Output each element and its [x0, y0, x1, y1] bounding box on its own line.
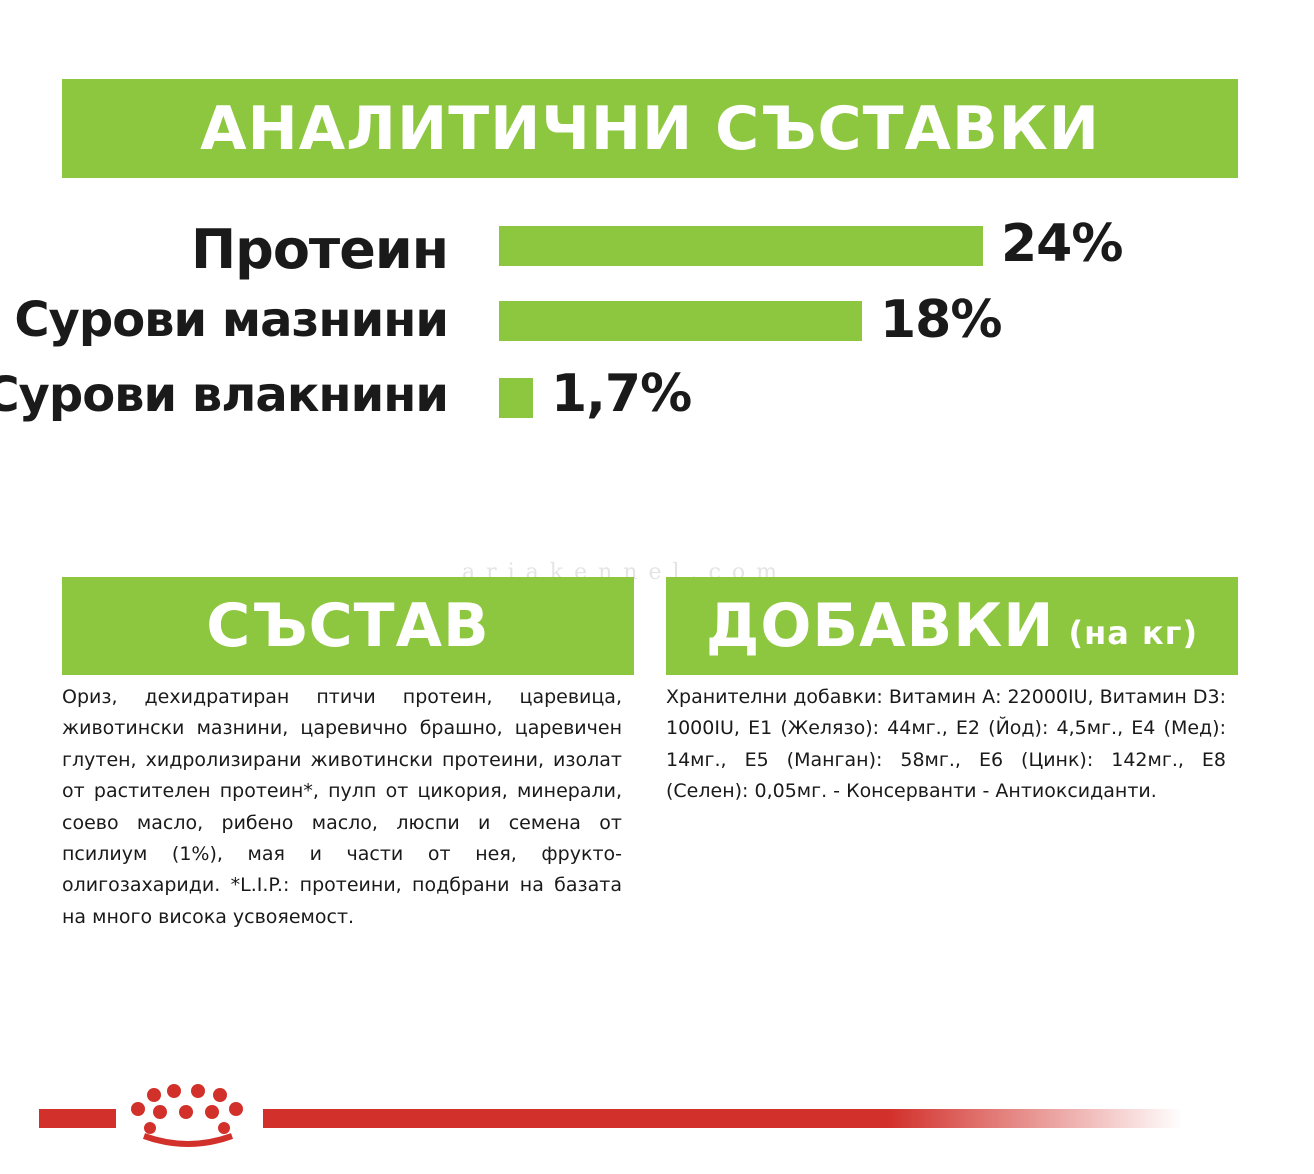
- composition-header: СЪСТАВ: [62, 577, 634, 675]
- analytical-header-text: АНАЛИТИЧНИ СЪСТАВКИ: [200, 93, 1100, 164]
- composition-header-text: СЪСТАВ: [206, 591, 490, 661]
- nutrient-value-protein: 24%: [1001, 214, 1123, 274]
- royal-crown-logo-icon: [131, 1084, 243, 1147]
- additives-text: Хранителни добавки: Витамин А: 22000IU, …: [666, 686, 1226, 803]
- nutrient-label-protein: Протеин: [190, 218, 449, 281]
- footer-line-right: [263, 1109, 1183, 1128]
- additives-header-text: ДОБАВКИ: [705, 591, 1055, 661]
- footer-line-left: [39, 1109, 116, 1128]
- composition-text: Ориз, дехидратиран птичи протеин, цареви…: [62, 686, 622, 928]
- additives-header: ДОБАВКИ (на кг): [666, 577, 1238, 675]
- nutrient-bar-crude-fat: [499, 301, 862, 341]
- nutrient-value-crude-fiber: 1,7%: [551, 364, 692, 424]
- additives-header-suffix: (на кг): [1068, 614, 1199, 652]
- nutrient-value-crude-fat: 18%: [880, 290, 1002, 350]
- nutrient-label-crude-fat: Сурови мазнини: [14, 292, 449, 348]
- analytical-header: АНАЛИТИЧНИ СЪСТАВКИ: [62, 79, 1238, 178]
- nutrient-label-crude-fiber: Сурови влакнини: [0, 367, 449, 423]
- nutrient-bar-protein: [499, 226, 983, 266]
- nutrient-bar-crude-fiber: [499, 378, 533, 418]
